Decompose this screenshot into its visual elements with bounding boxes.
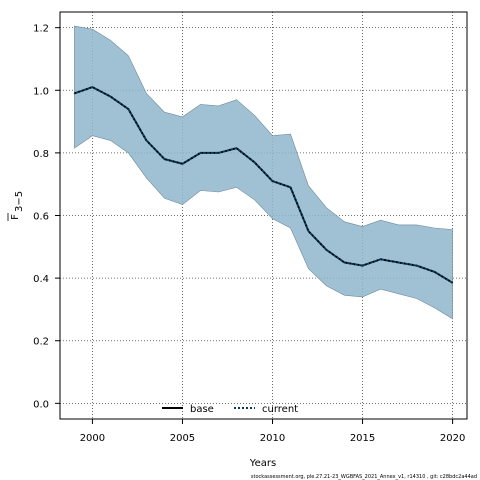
data-point-2001 xyxy=(109,95,112,98)
data-point-2017 xyxy=(397,261,400,264)
y-tick-label: 0.6 xyxy=(33,212,49,223)
series-line-current xyxy=(74,86,454,284)
legend-label-current: current xyxy=(262,404,298,415)
x-tick-labels: 2000 2005 2010 2015 2020 xyxy=(80,433,466,444)
data-point-2014 xyxy=(343,261,346,264)
data-point-2007 xyxy=(217,152,220,154)
data-point-2002 xyxy=(127,108,130,110)
legend-label-base: base xyxy=(190,404,214,415)
footer-note: stockassessment.org, ple.27.21-23_WGBFAS… xyxy=(251,474,477,480)
data-point-2011 xyxy=(289,186,292,188)
y-tick-label: 0.4 xyxy=(33,274,49,285)
y-axis-title: F 3−5 xyxy=(7,191,25,221)
data-points xyxy=(73,86,454,284)
data-point-2019 xyxy=(433,271,436,273)
data-point-2015 xyxy=(361,264,364,267)
y-tick-label: 0.0 xyxy=(33,399,49,410)
y-axis-title-subscript: 3−5 xyxy=(14,191,25,212)
data-point-2000 xyxy=(91,86,94,88)
x-tick-label: 2005 xyxy=(170,433,195,444)
data-point-2012 xyxy=(307,230,310,232)
x-tick-label: 2000 xyxy=(80,433,105,444)
y-tick-label: 1.0 xyxy=(33,86,49,97)
data-point-2016 xyxy=(379,258,382,260)
legend: base current xyxy=(162,404,298,415)
data-point-2006 xyxy=(199,152,202,154)
data-point-2020 xyxy=(451,282,454,284)
y-tick-labels: 0.0 0.2 0.4 0.6 0.8 1.0 1.2 xyxy=(33,24,49,411)
y-axis-title-main: F xyxy=(10,214,21,220)
x-tick-label: 2010 xyxy=(260,433,285,444)
data-point-2003 xyxy=(145,139,148,141)
data-point-2009 xyxy=(253,161,256,163)
data-point-2004 xyxy=(163,158,166,160)
data-point-2010 xyxy=(271,180,274,182)
data-point-2005 xyxy=(181,163,184,165)
series-line-base xyxy=(74,86,454,284)
data-point-1999 xyxy=(73,92,76,94)
data-point-2013 xyxy=(325,249,328,251)
data-point-2018 xyxy=(415,264,418,267)
x-tick-label: 2020 xyxy=(440,433,465,444)
x-tick-label: 2015 xyxy=(350,433,375,444)
axis-ticks xyxy=(55,27,454,424)
data-point-2008 xyxy=(235,147,238,149)
y-tick-label: 1.2 xyxy=(33,24,49,35)
x-axis-title: Years xyxy=(249,458,276,469)
y-tick-label: 0.8 xyxy=(33,149,49,160)
y-tick-label: 0.2 xyxy=(33,337,49,348)
